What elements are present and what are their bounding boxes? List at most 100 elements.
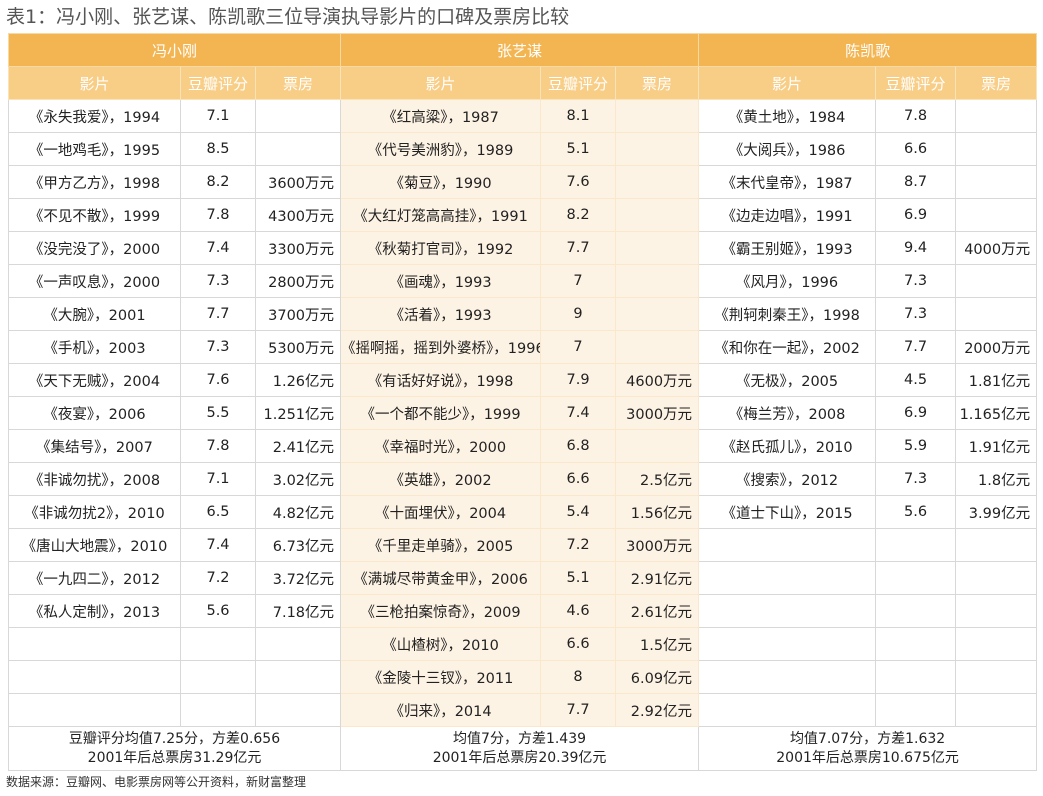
score-cell: 6.9 <box>875 396 957 430</box>
film-cell: 《黄土地》，1984 <box>698 99 877 133</box>
column-header: 票房 <box>955 66 1038 100</box>
film-cell: 《唐山大地震》，2010 <box>8 528 181 562</box>
score-cell: 7.3 <box>180 264 256 298</box>
empty-cell <box>955 99 1038 133</box>
score-cell: 7.9 <box>540 363 617 397</box>
empty-cell <box>254 99 342 133</box>
film-cell: 《画魂》，1993 <box>340 264 542 298</box>
score-cell: 7.2 <box>540 528 617 562</box>
score-cell: 5.9 <box>875 429 957 463</box>
empty-cell <box>955 264 1038 298</box>
film-cell: 《和你在一起》，2002 <box>698 330 877 364</box>
empty-cell <box>955 165 1038 199</box>
box-office-cell: 2.92亿元 <box>615 693 700 727</box>
summary-line: 豆瓣评分均值7.25分，方差0.656 <box>68 730 281 747</box>
score-cell: 9.4 <box>875 231 957 265</box>
summary-line: 均值7分，方差1.439 <box>453 730 587 747</box>
empty-cell <box>180 627 256 661</box>
score-cell: 7.8 <box>180 429 256 463</box>
box-office-cell: 1.91亿元 <box>955 429 1038 463</box>
data-row: 《手机》，2003 7.3 5300万元 《摇啊摇，摇到外婆桥》，1996 7 《和你在一… <box>8 330 1038 364</box>
summary-row: 豆瓣评分均值7.25分，方差0.656 2001年后总票房31.29亿元 均值7分，… <box>7 726 1038 771</box>
film-cell: 《非诚勿扰》，2008 <box>8 462 181 496</box>
data-row: 《山楂树》，2010 6.6 1.5亿元 <box>8 627 1038 661</box>
box-office-cell: 7.18亿元 <box>254 594 342 628</box>
film-cell: 《红高粱》，1987 <box>340 99 542 133</box>
empty-cell <box>615 297 700 331</box>
box-office-cell: 1.81亿元 <box>955 363 1038 397</box>
score-cell: 7.1 <box>180 99 256 133</box>
film-cell: 《非诚勿扰2》，2010 <box>8 495 181 529</box>
empty-cell <box>875 660 957 694</box>
summary-line: 2001年后总票房10.675亿元 <box>776 749 959 766</box>
data-row: 《金陵十三钗》，2011 8 6.09亿元 <box>8 660 1038 694</box>
score-cell: 7.1 <box>180 462 256 496</box>
film-cell: 《集结号》，2007 <box>8 429 181 463</box>
data-row: 《归来》，2014 7.7 2.92亿元 <box>8 693 1038 727</box>
score-cell: 7.7 <box>180 297 256 331</box>
film-cell: 《边走边唱》，1991 <box>698 198 877 232</box>
score-cell: 7.3 <box>875 462 957 496</box>
film-cell: 《一九四二》，2012 <box>8 561 181 595</box>
film-cell: 《没完没了》，2000 <box>8 231 181 265</box>
empty-cell <box>615 231 700 265</box>
column-header: 豆瓣评分 <box>180 66 256 100</box>
film-cell: 《山楂树》，2010 <box>340 627 542 661</box>
empty-cell <box>955 198 1038 232</box>
film-cell: 《满城尽带黄金甲》，2006 <box>340 561 542 595</box>
score-cell: 7.3 <box>875 297 957 331</box>
box-office-cell: 4300万元 <box>254 198 342 232</box>
score-cell: 5.4 <box>540 495 617 529</box>
film-cell: 《大阅兵》，1986 <box>698 132 877 166</box>
director-header-row: 冯小刚 张艺谋 陈凯歌 <box>7 33 1038 67</box>
film-cell: 《一声叹息》，2000 <box>8 264 181 298</box>
score-cell: 6.6 <box>540 462 617 496</box>
empty-cell <box>955 627 1038 661</box>
data-row: 《天下无贼》，2004 7.6 1.26亿元 《有话好好说》，1998 7.9 4600万… <box>8 363 1038 397</box>
empty-cell <box>955 693 1038 727</box>
box-office-cell: 2800万元 <box>254 264 342 298</box>
empty-cell <box>254 660 342 694</box>
film-cell: 《一地鸡毛》，1995 <box>8 132 181 166</box>
score-cell: 6.5 <box>180 495 256 529</box>
data-row: 《永失我爱》，1994 7.1 《红高粱》，1987 8.1 《黄土地》，1984 7.8 <box>8 99 1038 133</box>
score-cell: 8.2 <box>180 165 256 199</box>
box-office-cell: 3700万元 <box>254 297 342 331</box>
film-cell: 《不见不散》，1999 <box>8 198 181 232</box>
empty-cell <box>180 660 256 694</box>
column-header: 豆瓣评分 <box>540 66 617 100</box>
film-cell: 《荆轲刺秦王》，1998 <box>698 297 877 331</box>
film-cell: 《代号美洲豹》，1989 <box>340 132 542 166</box>
box-office-cell: 1.251亿元 <box>254 396 342 430</box>
empty-cell <box>698 627 877 661</box>
data-row: 《甲方乙方》，1998 8.2 3600万元 《菊豆》，1990 7.6 《末代皇帝》，1… <box>8 165 1038 199</box>
film-cell: 《十面埋伏》，2004 <box>340 495 542 529</box>
empty-cell <box>955 594 1038 628</box>
score-cell: 7 <box>540 264 617 298</box>
box-office-cell: 2.91亿元 <box>615 561 700 595</box>
empty-cell <box>698 693 877 727</box>
score-cell: 7.2 <box>180 561 256 595</box>
box-office-cell: 6.09亿元 <box>615 660 700 694</box>
data-row: 《集结号》，2007 7.8 2.41亿元 《幸福时光》，2000 6.8 《赵氏孤儿》，… <box>8 429 1038 463</box>
film-cell: 《有话好好说》，1998 <box>340 363 542 397</box>
empty-cell <box>875 561 957 595</box>
film-cell: 《摇啊摇，摇到外婆桥》，1996 <box>340 330 542 364</box>
film-cell: 《菊豆》，1990 <box>340 165 542 199</box>
score-cell: 6.8 <box>540 429 617 463</box>
score-cell: 6.6 <box>875 132 957 166</box>
score-cell: 8.5 <box>180 132 256 166</box>
film-cell: 《甲方乙方》，1998 <box>8 165 181 199</box>
film-cell: 《霸王别姬》，1993 <box>698 231 877 265</box>
score-cell: 8.1 <box>540 99 617 133</box>
film-cell: 《手机》，2003 <box>8 330 181 364</box>
comparison-table: 冯小刚 张艺谋 陈凯歌 影片 豆瓣评分 票房 影片 豆瓣评分 票房 影片 豆瓣评分 票房 《永失我爱》，… <box>7 33 1038 771</box>
score-cell: 7 <box>540 330 617 364</box>
film-cell: 《道士下山》，2015 <box>698 495 877 529</box>
summary-cell: 豆瓣评分均值7.25分，方差0.656 2001年后总票房31.29亿元 <box>7 726 342 771</box>
box-office-cell: 5300万元 <box>254 330 342 364</box>
box-office-cell: 3.72亿元 <box>254 561 342 595</box>
data-row: 《一声叹息》，2000 7.3 2800万元 《画魂》，1993 7 《风月》，1996 7… <box>8 264 1038 298</box>
film-cell: 《大腕》，2001 <box>8 297 181 331</box>
